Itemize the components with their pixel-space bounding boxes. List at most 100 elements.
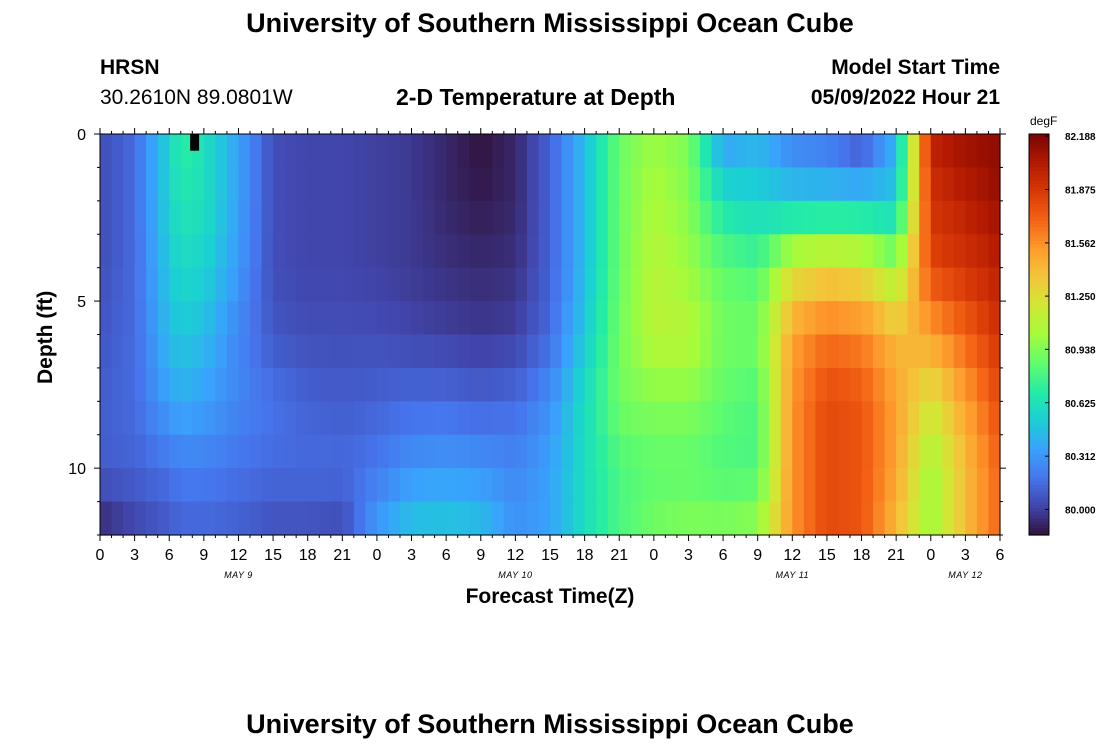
heatmap-cell — [457, 367, 470, 402]
heatmap-cell — [376, 267, 390, 302]
heatmap-cell — [573, 167, 586, 202]
heatmap-cell — [411, 468, 424, 503]
colorbar-segment — [1029, 314, 1049, 319]
heatmap-cell — [480, 468, 493, 503]
heatmap-cell — [653, 301, 666, 336]
heatmap-cell — [642, 468, 655, 503]
heatmap-cell — [123, 367, 136, 402]
heatmap-cell — [584, 134, 597, 169]
colorbar-segment — [1029, 451, 1049, 456]
heatmap-cell — [838, 367, 851, 402]
colorbar-segment — [1029, 257, 1049, 262]
heatmap-cell — [480, 134, 493, 169]
heatmap-cell — [203, 134, 216, 169]
heatmap-cell — [873, 134, 886, 169]
heatmap-cell — [700, 367, 713, 402]
heatmap-cell — [757, 401, 770, 436]
heatmap-cell — [526, 134, 540, 169]
heatmap-cell — [492, 434, 505, 469]
colorbar-segment — [1029, 521, 1049, 526]
heatmap-cell — [584, 301, 597, 336]
heatmap-cell — [480, 367, 493, 402]
colorbar-segment — [1029, 204, 1049, 209]
heatmap-cell — [561, 267, 574, 302]
x-tick-label: 12 — [506, 547, 524, 564]
heatmap-cell — [919, 301, 932, 336]
heatmap-cell — [723, 401, 736, 436]
heatmap-cell — [907, 401, 920, 436]
heatmap-cell — [803, 434, 816, 469]
colorbar-segment — [1029, 200, 1049, 205]
heatmap-cell — [226, 367, 240, 402]
heatmap-cell — [792, 334, 805, 369]
heatmap-cell — [630, 334, 643, 369]
heatmap-cell — [503, 234, 516, 269]
heatmap-cell — [388, 434, 401, 469]
heatmap-cell — [688, 267, 701, 302]
heatmap-cell — [273, 468, 286, 503]
heatmap-cell — [884, 167, 897, 202]
heatmap-cell — [792, 267, 805, 302]
heatmap-cell — [723, 267, 736, 302]
heatmap-cell — [503, 200, 516, 235]
heatmap-cell — [342, 401, 355, 436]
heatmap-cell — [134, 234, 147, 269]
heatmap-cell — [157, 334, 170, 369]
heatmap-cell — [826, 501, 840, 536]
heatmap-cell — [111, 401, 124, 436]
colorbar-segment — [1029, 518, 1049, 523]
y-tick-label: 10 — [68, 461, 86, 478]
heatmap-cell — [526, 501, 540, 536]
heatmap-cell — [100, 501, 113, 536]
heatmap-cell — [330, 501, 343, 536]
heatmap-cell — [803, 367, 816, 402]
heatmap-cell — [873, 200, 886, 235]
heatmap-cell — [976, 334, 990, 369]
heatmap-cell — [284, 468, 297, 503]
heatmap-cell — [134, 434, 147, 469]
heatmap-cell — [169, 334, 182, 369]
heatmap-cell — [134, 401, 147, 436]
heatmap-cell — [550, 234, 563, 269]
heatmap-cell — [561, 134, 574, 169]
heatmap-cell — [123, 501, 136, 536]
heatmap-cell — [700, 334, 713, 369]
heatmap-cell — [273, 200, 286, 235]
colorbar-segment — [1029, 411, 1049, 416]
heatmap-cell — [388, 301, 401, 336]
colorbar-segment — [1029, 494, 1049, 499]
heatmap-cell — [169, 301, 182, 336]
heatmap-cell — [573, 367, 586, 402]
heatmap-cell — [653, 267, 666, 302]
x-tick-label: 9 — [476, 547, 485, 564]
heatmap-cell — [711, 301, 724, 336]
heatmap-cell — [896, 267, 909, 302]
heatmap-cell — [896, 234, 909, 269]
heatmap-cell — [273, 434, 286, 469]
colorbar-segment — [1029, 397, 1049, 402]
heatmap-cell — [757, 267, 770, 302]
heatmap-cell — [342, 267, 355, 302]
heatmap-cell — [815, 301, 828, 336]
heatmap-cell — [123, 401, 136, 436]
colorbar-segment — [1029, 297, 1049, 302]
heatmap-cell — [480, 167, 493, 202]
heatmap-cell — [203, 167, 216, 202]
heatmap-cell — [492, 501, 505, 536]
heatmap-cell — [734, 234, 747, 269]
heatmap-cell — [930, 401, 943, 436]
heatmap-cell — [757, 301, 770, 336]
heatmap-cell — [250, 434, 263, 469]
heatmap-cell — [319, 367, 332, 402]
heatmap-cell — [965, 401, 978, 436]
colorbar-segment — [1029, 147, 1049, 152]
heatmap-cell — [953, 134, 966, 169]
heatmap-cell — [192, 434, 205, 469]
heatmap-cell — [538, 501, 551, 536]
heatmap-cell — [803, 267, 816, 302]
heatmap-cell — [642, 401, 655, 436]
colorbar-segment — [1029, 391, 1049, 396]
heatmap-cell — [861, 301, 874, 336]
heatmap-cell — [757, 167, 770, 202]
colorbar-segment — [1029, 431, 1049, 436]
